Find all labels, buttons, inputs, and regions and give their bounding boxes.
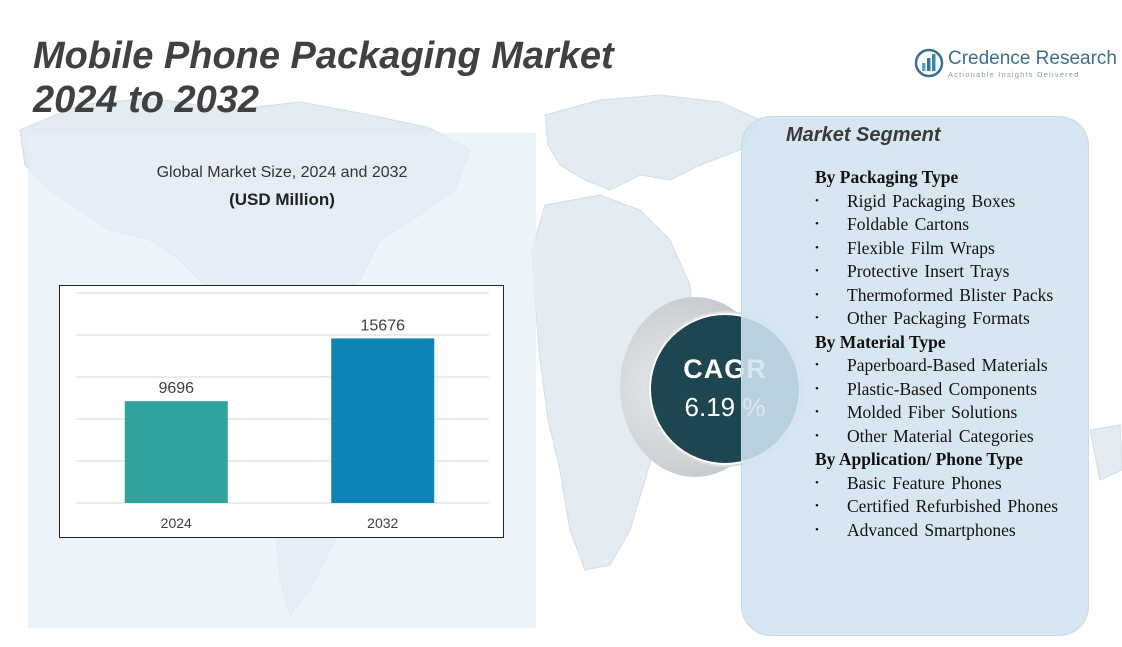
chart-bars: 9696 2024 15676 2032	[124, 317, 435, 531]
segment-item-label: Certified Refurbished Phones	[847, 496, 1059, 516]
bar-2024	[124, 401, 228, 503]
segment-list-item: • Protective Insert Trays	[815, 260, 1090, 284]
segment-item-label: Foldable Cartons	[847, 214, 970, 234]
bullet-icon: •	[815, 265, 819, 277]
bar-2032	[331, 338, 435, 503]
bullet-icon: •	[815, 500, 819, 512]
page-title: Mobile Phone Packaging Market 2024 to 20…	[33, 34, 614, 122]
bullet-icon: •	[815, 218, 819, 230]
segment-item-label: Other Packaging Formats	[847, 308, 1030, 328]
segment-list-item: • Molded Fiber Solutions	[815, 401, 1090, 425]
segment-list-item: • Plastic-Based Components	[815, 378, 1090, 402]
market-segment-panel	[741, 116, 1089, 636]
segment-group-title: By Material Type	[815, 331, 946, 352]
bullet-icon: •	[815, 241, 819, 254]
bullet-icon: •	[815, 429, 819, 442]
segment-list-item: • Rigid Packaging Boxes	[815, 190, 1090, 214]
segment-list-item: • Other Packaging Formats	[815, 307, 1090, 331]
logo-name: Credence Research	[948, 48, 1117, 69]
x-tick-label-2032: 2032	[367, 515, 398, 531]
chart-title: Global Market Size, 2024 and 2032	[156, 164, 408, 181]
segment-list-item: • Foldable Cartons	[815, 213, 1090, 237]
segment-item-label: Advanced Smartphones	[847, 519, 1016, 540]
bullet-icon: •	[815, 476, 819, 489]
market-segment-list: By Packaging Type • Rigid Packaging Boxes •…	[815, 166, 1090, 542]
logo-tagline: Actionable Insights Delivered	[948, 70, 1080, 79]
segment-list-item: • Thermoformed Blister Packs	[815, 284, 1090, 308]
segment-list-item: • Basic Feature Phones	[815, 472, 1090, 496]
bar-chart-circle-icon	[914, 48, 944, 78]
bullet-icon: •	[815, 523, 819, 536]
title-line-1: Mobile Phone Packaging Market	[33, 35, 614, 77]
segment-list-item: • Advanced Smartphones	[815, 519, 1090, 543]
segment-item-label: Molded Fiber Solutions	[847, 402, 1018, 422]
market-segment-heading: Market Segment	[786, 124, 941, 146]
segment-item-label: Basic Feature Phones	[847, 472, 1002, 493]
bullet-icon: •	[815, 194, 819, 207]
segment-item-label: Rigid Packaging Boxes	[847, 190, 1016, 211]
bullet-icon: •	[815, 382, 819, 395]
segment-item-label: Other Material Categories	[847, 425, 1034, 446]
segment-item-label: Thermoformed Blister Packs	[847, 284, 1054, 305]
segment-item-label: Protective Insert Trays	[847, 261, 1010, 281]
segment-group-title: By Application/ Phone Type	[815, 449, 1023, 469]
segment-list-item: • Paperboard-Based Materials	[815, 354, 1090, 378]
segment-group-title: By Packaging Type	[815, 167, 959, 187]
market-size-bar-chart: 9696 2024 15676 2032	[59, 285, 504, 538]
bullet-icon: •	[815, 312, 819, 324]
title-line-2: 2024 to 2032	[33, 79, 260, 121]
segment-item-label: Plastic-Based Components	[847, 378, 1038, 399]
bullet-icon: •	[815, 288, 819, 301]
bullet-icon: •	[815, 359, 819, 371]
data-label-2032: 15676	[361, 317, 406, 334]
bullet-icon: •	[815, 406, 819, 418]
segment-list-item: • Flexible Film Wraps	[815, 237, 1090, 261]
credence-research-logo[interactable]: Credence Research Actionable Insights De…	[914, 46, 1117, 82]
segment-list-item: • Other Material Categories	[815, 425, 1090, 449]
x-tick-label-2024: 2024	[161, 515, 192, 531]
segment-item-label: Paperboard-Based Materials	[847, 355, 1048, 375]
segment-list-item: • Certified Refurbished Phones	[815, 495, 1090, 519]
segment-item-label: Flexible Film Wraps	[847, 237, 995, 258]
chart-unit-label: (USD Million)	[229, 190, 335, 209]
data-label-2024: 9696	[158, 380, 194, 397]
